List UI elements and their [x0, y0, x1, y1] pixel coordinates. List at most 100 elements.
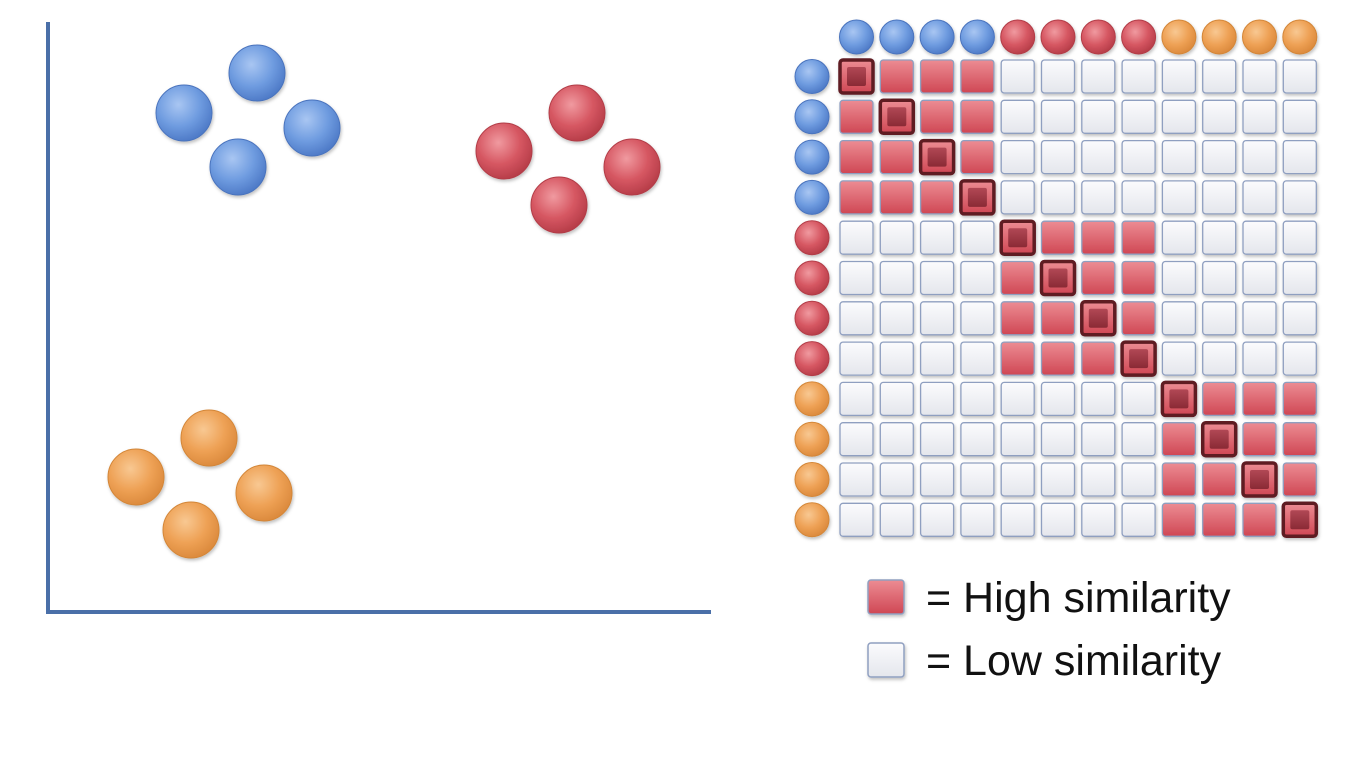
- matrix-cell-low: [1282, 341, 1317, 376]
- scatter-point-orange: [235, 464, 293, 522]
- legend-high-label: = High similarity: [926, 574, 1231, 622]
- matrix-cell-high: [839, 180, 874, 215]
- matrix-cell-low: [1161, 180, 1197, 215]
- matrix-cell-low: [1242, 99, 1277, 134]
- column-marker-red: [1080, 19, 1116, 55]
- matrix-cell-low: [1282, 220, 1317, 255]
- matrix-cell-low: [960, 341, 995, 376]
- matrix-cell-low: [1242, 301, 1277, 336]
- matrix-cell-high: [1242, 381, 1277, 417]
- scatter-point-orange: [180, 409, 238, 467]
- matrix-cell-self-core: [887, 107, 907, 127]
- matrix-cell-high: [1121, 301, 1156, 336]
- row-marker-blue: [794, 99, 830, 135]
- matrix-cell-low: [960, 422, 995, 457]
- matrix-cell-low: [1202, 220, 1237, 255]
- matrix-cell-low: [1040, 59, 1076, 94]
- matrix-cell-high: [839, 139, 874, 175]
- matrix-cell-low: [1040, 462, 1076, 497]
- matrix-cell-low: [919, 502, 955, 537]
- column-marker-blue: [959, 19, 995, 55]
- matrix-cell-low: [960, 381, 995, 417]
- matrix-row-markers: [794, 59, 830, 538]
- matrix-cell-low: [1282, 180, 1317, 215]
- matrix-cell-low: [1242, 180, 1277, 215]
- matrix-cell-high: [879, 59, 914, 94]
- row-marker-red: [794, 260, 830, 296]
- matrix-cell-low: [879, 260, 914, 296]
- matrix-cell-high: [1282, 462, 1317, 497]
- matrix-cell-high: [1282, 381, 1317, 417]
- matrix-cell-high: [960, 139, 995, 175]
- matrix-cell-low: [919, 260, 955, 296]
- matrix-cell-high: [1081, 341, 1116, 376]
- row-marker-orange: [794, 421, 830, 457]
- matrix-cell-high: [1000, 260, 1035, 296]
- row-marker-orange: [794, 462, 830, 497]
- matrix-cell-low: [960, 220, 995, 255]
- scatter-point-red: [475, 122, 533, 180]
- matrix-cell-low: [1282, 99, 1317, 134]
- legend-high-swatch: [867, 579, 905, 615]
- matrix-cell-low: [1242, 139, 1277, 175]
- matrix-cell-high: [919, 180, 955, 215]
- matrix-cell-low: [1202, 99, 1237, 134]
- matrix-cell-low: [960, 301, 995, 336]
- matrix-cell-low: [1040, 99, 1076, 134]
- matrix-cell-self-core: [967, 187, 987, 207]
- matrix-cell-low: [879, 220, 914, 255]
- matrix-cell-low: [919, 341, 955, 376]
- matrix-cell-low: [1040, 180, 1076, 215]
- matrix-cell-high: [1202, 381, 1237, 417]
- scatter-point-orange: [107, 448, 165, 506]
- matrix-cell-self-core: [1290, 510, 1310, 530]
- legend-low-swatch: [867, 642, 905, 678]
- matrix-cell-self-core: [927, 147, 947, 167]
- column-marker-red: [1000, 19, 1036, 55]
- matrix-cell-low: [1000, 99, 1035, 134]
- scatter-point-red: [603, 138, 661, 196]
- matrix-cell-low: [1081, 502, 1116, 537]
- matrix-cell-low: [1000, 462, 1035, 497]
- matrix-cell-low: [1282, 301, 1317, 336]
- matrix-cell-high: [1242, 422, 1277, 457]
- matrix-cell-high: [1081, 260, 1116, 296]
- matrix-cell-low: [1040, 139, 1076, 175]
- matrix-cell-self-core: [1048, 268, 1068, 288]
- matrix-cell-low: [1202, 260, 1237, 296]
- matrix-cell-high: [919, 59, 955, 94]
- matrix-cell-low: [839, 341, 874, 376]
- matrix-cell-high: [1040, 220, 1076, 255]
- row-marker-blue: [794, 139, 830, 175]
- matrix-cell-high: [1000, 341, 1035, 376]
- scatter-point-red: [548, 84, 606, 142]
- matrix-cell-low: [1121, 502, 1156, 537]
- matrix-cell-low: [1282, 139, 1317, 175]
- matrix-cell-low: [1161, 220, 1197, 255]
- matrix-cell-self-core: [1088, 308, 1108, 328]
- matrix-cell-low: [1242, 341, 1277, 376]
- scatter-point-blue: [228, 44, 286, 102]
- matrix-cell-high: [879, 139, 914, 175]
- matrix-cell-low: [960, 502, 995, 537]
- scatter-point-orange: [162, 501, 220, 559]
- matrix-cell-low: [1121, 381, 1156, 417]
- matrix-cell-high: [1242, 502, 1277, 537]
- matrix-cell-low: [839, 260, 874, 296]
- matrix-cell-low: [839, 301, 874, 336]
- matrix-cell-low: [1000, 59, 1035, 94]
- matrix-cell-low: [1040, 381, 1076, 417]
- matrix-cell-low: [1000, 422, 1035, 457]
- matrix-cell-low: [839, 381, 874, 417]
- matrix-cell-low: [879, 381, 914, 417]
- column-marker-blue: [879, 19, 915, 55]
- matrix-cell-low: [1161, 139, 1197, 175]
- matrix-cell-high: [960, 99, 995, 134]
- scatter-points: [107, 44, 661, 559]
- matrix-column-markers: [839, 19, 1318, 55]
- matrix-cell-low: [1081, 180, 1116, 215]
- column-marker-red: [1121, 19, 1157, 55]
- legend-low-label: = Low similarity: [926, 637, 1222, 685]
- scatter-point-blue: [209, 138, 267, 196]
- matrix-cell-low: [919, 220, 955, 255]
